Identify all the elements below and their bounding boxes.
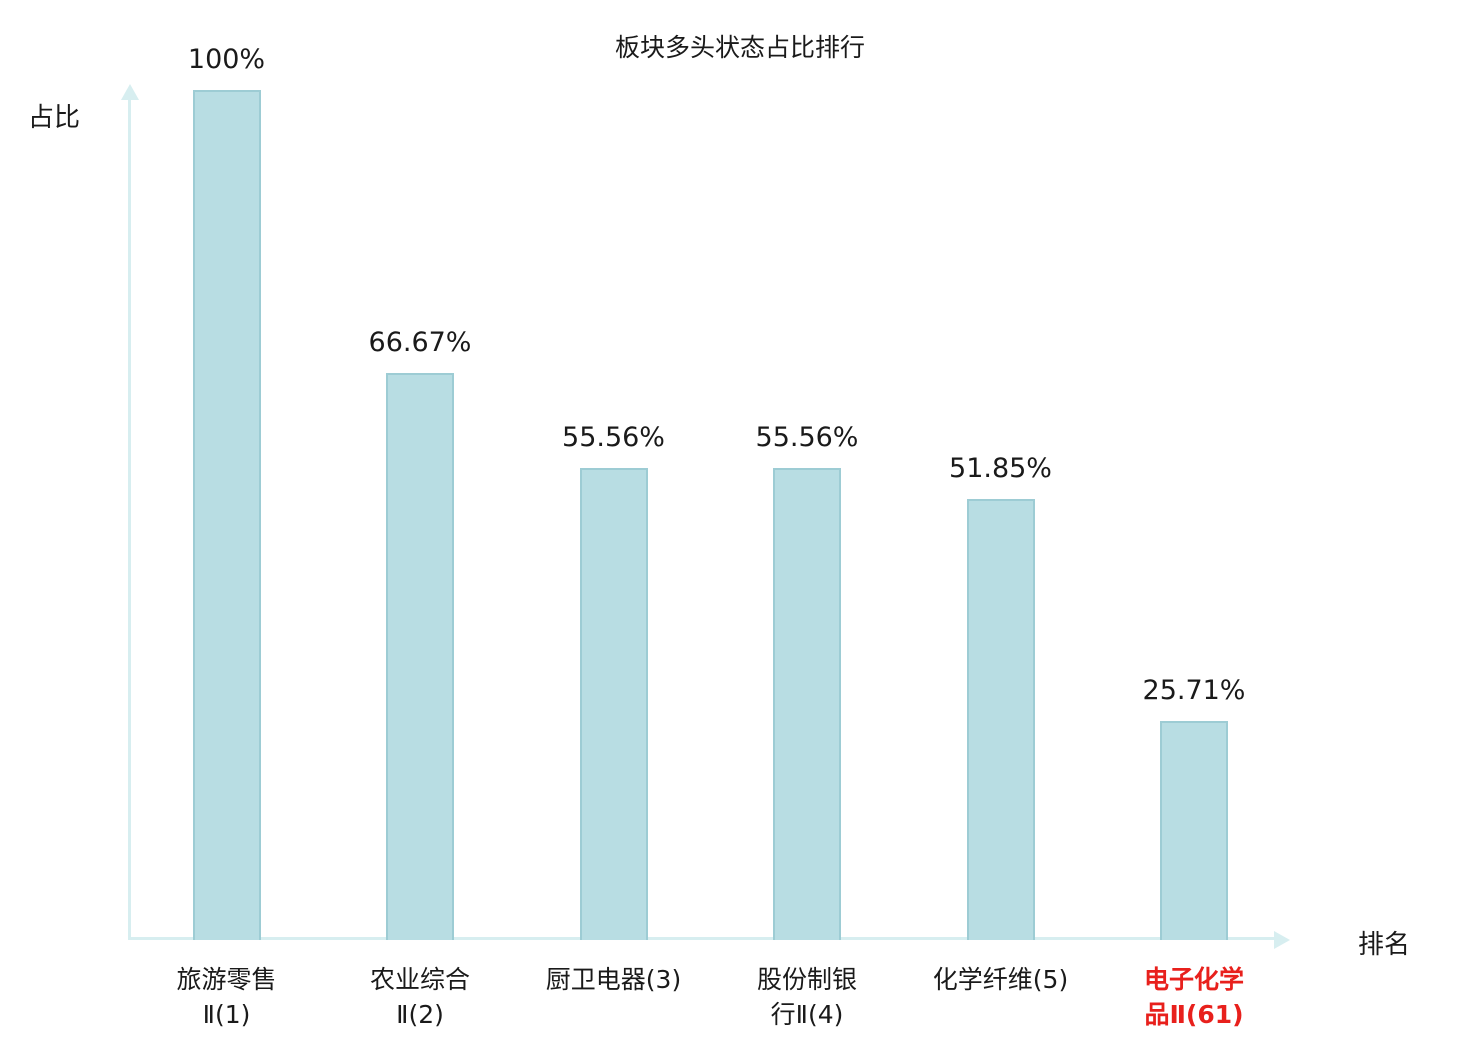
bar-category-label: 农业综合 Ⅱ(2)	[369, 965, 470, 1029]
bar-category-label: 化学纤维(5)	[932, 965, 1069, 994]
bar-category-label: 旅游零售 Ⅱ(1)	[176, 965, 277, 1029]
y-axis-line	[128, 98, 131, 940]
bar	[1160, 721, 1228, 940]
bar-category-label: 厨卫电器(3)	[545, 965, 682, 994]
bar-value-label: 55.56%	[562, 421, 665, 453]
bar-value-label: 100%	[187, 44, 266, 75]
bar	[579, 467, 648, 940]
y-axis-label: 占比	[28, 103, 81, 133]
bar	[773, 467, 841, 940]
y-axis-arrow-icon	[120, 84, 139, 100]
bar-value-label: 66.67%	[368, 327, 472, 359]
x-axis-label: 排名	[1358, 930, 1411, 960]
bar	[966, 499, 1035, 940]
x-axis-arrow-icon	[1274, 930, 1290, 949]
bar-value-label: 25.71%	[1142, 675, 1246, 707]
bar-category-label: 股份制银 行Ⅱ(4)	[756, 965, 857, 1029]
chart-title: 板块多头状态占比排行	[614, 33, 865, 62]
x-axis-line	[128, 937, 1276, 940]
bar-category-label: 电子化学 品Ⅱ(61)	[1143, 965, 1244, 1029]
bar	[192, 90, 261, 940]
bar-value-label: 51.85%	[949, 453, 1052, 485]
bar-value-label: 55.56%	[755, 421, 859, 453]
bar	[386, 373, 454, 940]
